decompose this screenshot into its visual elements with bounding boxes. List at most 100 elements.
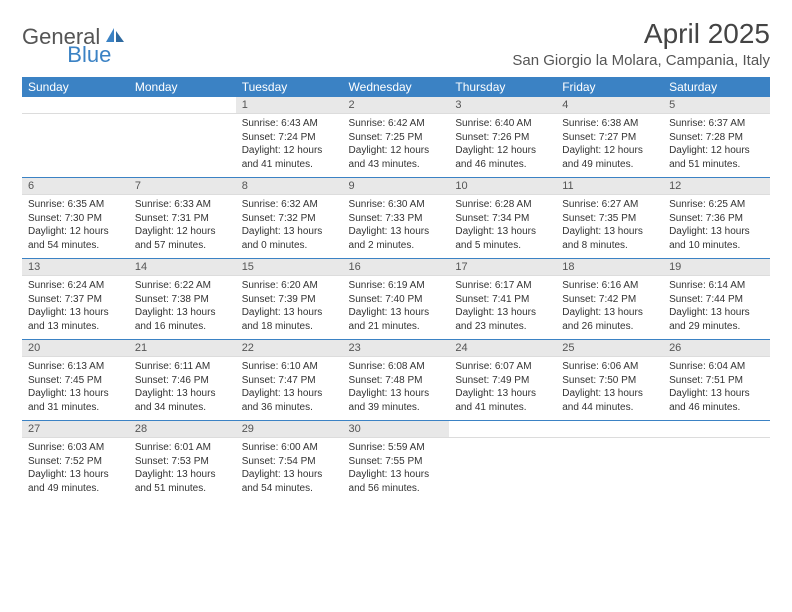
daylight-line: Daylight: 13 hours and 54 minutes.: [242, 468, 337, 495]
day-number: 10: [449, 178, 556, 195]
day-details: Sunrise: 6:06 AMSunset: 7:50 PMDaylight:…: [556, 357, 663, 420]
day-number: 2: [343, 97, 450, 114]
day-details: Sunrise: 6:27 AMSunset: 7:35 PMDaylight:…: [556, 195, 663, 258]
day-details: [22, 114, 129, 170]
day-number: 1: [236, 97, 343, 114]
sunset-line: Sunset: 7:48 PM: [349, 374, 444, 388]
sunset-line: Sunset: 7:44 PM: [669, 293, 764, 307]
sunrise-line: Sunrise: 6:20 AM: [242, 279, 337, 293]
calendar-cell: 27Sunrise: 6:03 AMSunset: 7:52 PMDayligh…: [22, 421, 129, 501]
day-details: Sunrise: 6:10 AMSunset: 7:47 PMDaylight:…: [236, 357, 343, 420]
day-number: 12: [663, 178, 770, 195]
day-number: 21: [129, 340, 236, 357]
calendar-cell: 12Sunrise: 6:25 AMSunset: 7:36 PMDayligh…: [663, 178, 770, 259]
sunrise-line: Sunrise: 6:01 AM: [135, 441, 230, 455]
calendar-cell: 15Sunrise: 6:20 AMSunset: 7:39 PMDayligh…: [236, 259, 343, 340]
sunset-line: Sunset: 7:38 PM: [135, 293, 230, 307]
daylight-line: Daylight: 12 hours and 43 minutes.: [349, 144, 444, 171]
sunset-line: Sunset: 7:27 PM: [562, 131, 657, 145]
daylight-line: Daylight: 13 hours and 0 minutes.: [242, 225, 337, 252]
day-number: 29: [236, 421, 343, 438]
daylight-line: Daylight: 12 hours and 54 minutes.: [28, 225, 123, 252]
calendar-cell: [663, 421, 770, 501]
day-number: 4: [556, 97, 663, 114]
calendar-cell: 13Sunrise: 6:24 AMSunset: 7:37 PMDayligh…: [22, 259, 129, 340]
day-number: [22, 97, 129, 114]
day-number: 19: [663, 259, 770, 276]
sunrise-line: Sunrise: 6:10 AM: [242, 360, 337, 374]
sunset-line: Sunset: 7:28 PM: [669, 131, 764, 145]
day-number: 23: [343, 340, 450, 357]
weekday-header: Monday: [129, 77, 236, 97]
calendar-cell: [449, 421, 556, 501]
calendar-cell: 4Sunrise: 6:38 AMSunset: 7:27 PMDaylight…: [556, 97, 663, 178]
calendar-cell: 5Sunrise: 6:37 AMSunset: 7:28 PMDaylight…: [663, 97, 770, 178]
calendar-table: Sunday Monday Tuesday Wednesday Thursday…: [22, 77, 770, 501]
weekday-header: Wednesday: [343, 77, 450, 97]
sunrise-line: Sunrise: 6:38 AM: [562, 117, 657, 131]
daylight-line: Daylight: 13 hours and 44 minutes.: [562, 387, 657, 414]
weekday-header-row: Sunday Monday Tuesday Wednesday Thursday…: [22, 77, 770, 97]
daylight-line: Daylight: 13 hours and 56 minutes.: [349, 468, 444, 495]
sunset-line: Sunset: 7:30 PM: [28, 212, 123, 226]
sunrise-line: Sunrise: 6:11 AM: [135, 360, 230, 374]
day-details: Sunrise: 6:04 AMSunset: 7:51 PMDaylight:…: [663, 357, 770, 420]
calendar-cell: 28Sunrise: 6:01 AMSunset: 7:53 PMDayligh…: [129, 421, 236, 501]
sunset-line: Sunset: 7:31 PM: [135, 212, 230, 226]
calendar-cell: [556, 421, 663, 501]
sunrise-line: Sunrise: 6:07 AM: [455, 360, 550, 374]
brand-blue: Blue: [67, 42, 111, 68]
day-details: Sunrise: 6:28 AMSunset: 7:34 PMDaylight:…: [449, 195, 556, 258]
daylight-line: Daylight: 13 hours and 26 minutes.: [562, 306, 657, 333]
day-number: 5: [663, 97, 770, 114]
sunset-line: Sunset: 7:33 PM: [349, 212, 444, 226]
weekday-header: Sunday: [22, 77, 129, 97]
daylight-line: Daylight: 13 hours and 8 minutes.: [562, 225, 657, 252]
day-details: Sunrise: 6:25 AMSunset: 7:36 PMDaylight:…: [663, 195, 770, 258]
calendar-cell: 6Sunrise: 6:35 AMSunset: 7:30 PMDaylight…: [22, 178, 129, 259]
day-number: 27: [22, 421, 129, 438]
day-details: Sunrise: 6:08 AMSunset: 7:48 PMDaylight:…: [343, 357, 450, 420]
sunrise-line: Sunrise: 6:40 AM: [455, 117, 550, 131]
sunset-line: Sunset: 7:37 PM: [28, 293, 123, 307]
calendar-cell: 20Sunrise: 6:13 AMSunset: 7:45 PMDayligh…: [22, 340, 129, 421]
calendar-row: 20Sunrise: 6:13 AMSunset: 7:45 PMDayligh…: [22, 340, 770, 421]
calendar-cell: 2 Sunrise: 6:42 AMSunset: 7:25 PMDaylight…: [343, 97, 450, 178]
sunset-line: Sunset: 7:50 PM: [562, 374, 657, 388]
sunset-line: Sunset: 7:36 PM: [669, 212, 764, 226]
daylight-line: Daylight: 13 hours and 18 minutes.: [242, 306, 337, 333]
sunrise-line: Sunrise: 6:16 AM: [562, 279, 657, 293]
calendar-cell: 3Sunrise: 6:40 AMSunset: 7:26 PMDaylight…: [449, 97, 556, 178]
day-number: 20: [22, 340, 129, 357]
sunset-line: Sunset: 7:25 PM: [349, 131, 444, 145]
day-number: 11: [556, 178, 663, 195]
day-number: 13: [22, 259, 129, 276]
header: General Blue April 2025 San Giorgio la M…: [22, 18, 770, 69]
calendar-row: 1Sunrise: 6:43 AMSunset: 7:24 PMDaylight…: [22, 97, 770, 178]
day-number: [663, 421, 770, 438]
calendar-cell: 11Sunrise: 6:27 AMSunset: 7:35 PMDayligh…: [556, 178, 663, 259]
sunrise-line: Sunrise: 6:42 AM: [349, 117, 444, 131]
daylight-line: Daylight: 12 hours and 51 minutes.: [669, 144, 764, 171]
calendar-cell: 16Sunrise: 6:19 AMSunset: 7:40 PMDayligh…: [343, 259, 450, 340]
daylight-line: Daylight: 13 hours and 13 minutes.: [28, 306, 123, 333]
calendar-cell: 26Sunrise: 6:04 AMSunset: 7:51 PMDayligh…: [663, 340, 770, 421]
day-details: Sunrise: 6:38 AMSunset: 7:27 PMDaylight:…: [556, 114, 663, 177]
calendar-row: 13Sunrise: 6:24 AMSunset: 7:37 PMDayligh…: [22, 259, 770, 340]
day-details: Sunrise: 6:00 AMSunset: 7:54 PMDaylight:…: [236, 438, 343, 501]
daylight-line: Daylight: 12 hours and 57 minutes.: [135, 225, 230, 252]
sunset-line: Sunset: 7:34 PM: [455, 212, 550, 226]
calendar-cell: 19Sunrise: 6:14 AMSunset: 7:44 PMDayligh…: [663, 259, 770, 340]
daylight-line: Daylight: 13 hours and 5 minutes.: [455, 225, 550, 252]
day-details: Sunrise: 6:40 AMSunset: 7:26 PMDaylight:…: [449, 114, 556, 177]
daylight-line: Daylight: 13 hours and 2 minutes.: [349, 225, 444, 252]
calendar-cell: 9Sunrise: 6:30 AMSunset: 7:33 PMDaylight…: [343, 178, 450, 259]
calendar-cell: 7Sunrise: 6:33 AMSunset: 7:31 PMDaylight…: [129, 178, 236, 259]
day-details: Sunrise: 6:24 AMSunset: 7:37 PMDaylight:…: [22, 276, 129, 339]
day-number: 18: [556, 259, 663, 276]
day-details: [129, 114, 236, 170]
day-number: [129, 97, 236, 114]
day-details: Sunrise: 6:20 AMSunset: 7:39 PMDaylight:…: [236, 276, 343, 339]
daylight-line: Daylight: 13 hours and 29 minutes.: [669, 306, 764, 333]
day-details: Sunrise: 6:13 AMSunset: 7:45 PMDaylight:…: [22, 357, 129, 420]
